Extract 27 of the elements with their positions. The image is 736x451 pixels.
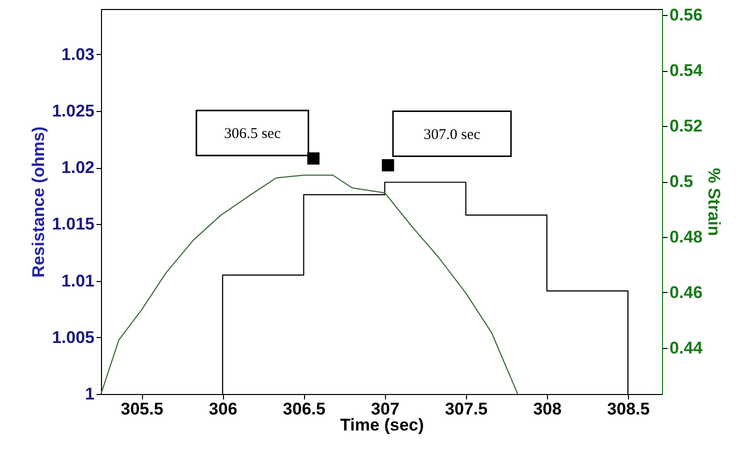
y-tick-label: 1.025 xyxy=(52,101,94,120)
y-axis-title: Resistance (ohms) xyxy=(28,126,48,278)
y-tick-label: 1.005 xyxy=(52,328,94,347)
y-tick-label: 1.015 xyxy=(52,214,94,234)
y2-tick-label: 0.52 xyxy=(670,116,703,136)
x-tick-label: 307 xyxy=(371,400,400,418)
x-axis-title: Time (sec) xyxy=(340,416,424,434)
y2-tick-label: 0.5 xyxy=(670,172,694,192)
y-tick-label: 1.01 xyxy=(61,271,94,290)
annotation: 307.0 sec xyxy=(424,126,481,143)
y-tick-label: 1 xyxy=(85,384,94,404)
y2-tick-label: 0.56 xyxy=(670,6,703,25)
y-tick-label: 1.03 xyxy=(61,44,94,64)
y2-tick-label: 0.48 xyxy=(670,228,703,247)
y2-tick-label: 0.44 xyxy=(670,338,704,358)
x-tick-label: 306.5 xyxy=(282,400,326,418)
y2-axis-title: % Strain xyxy=(704,168,724,236)
x-tick-label: 305.5 xyxy=(120,400,164,418)
x-tick-label: 308 xyxy=(533,400,562,418)
y2-tick-label: 0.46 xyxy=(670,282,703,302)
y-tick-label: 1.02 xyxy=(61,158,94,178)
x-tick-label: 308.5 xyxy=(607,400,650,418)
line-series xyxy=(100,174,518,395)
x-tick-label: 307.5 xyxy=(445,400,488,418)
y2-tick-label: 0.54 xyxy=(670,61,704,80)
x-tick-label: 306 xyxy=(208,400,238,418)
annotation: 306.5 sec xyxy=(224,126,282,142)
